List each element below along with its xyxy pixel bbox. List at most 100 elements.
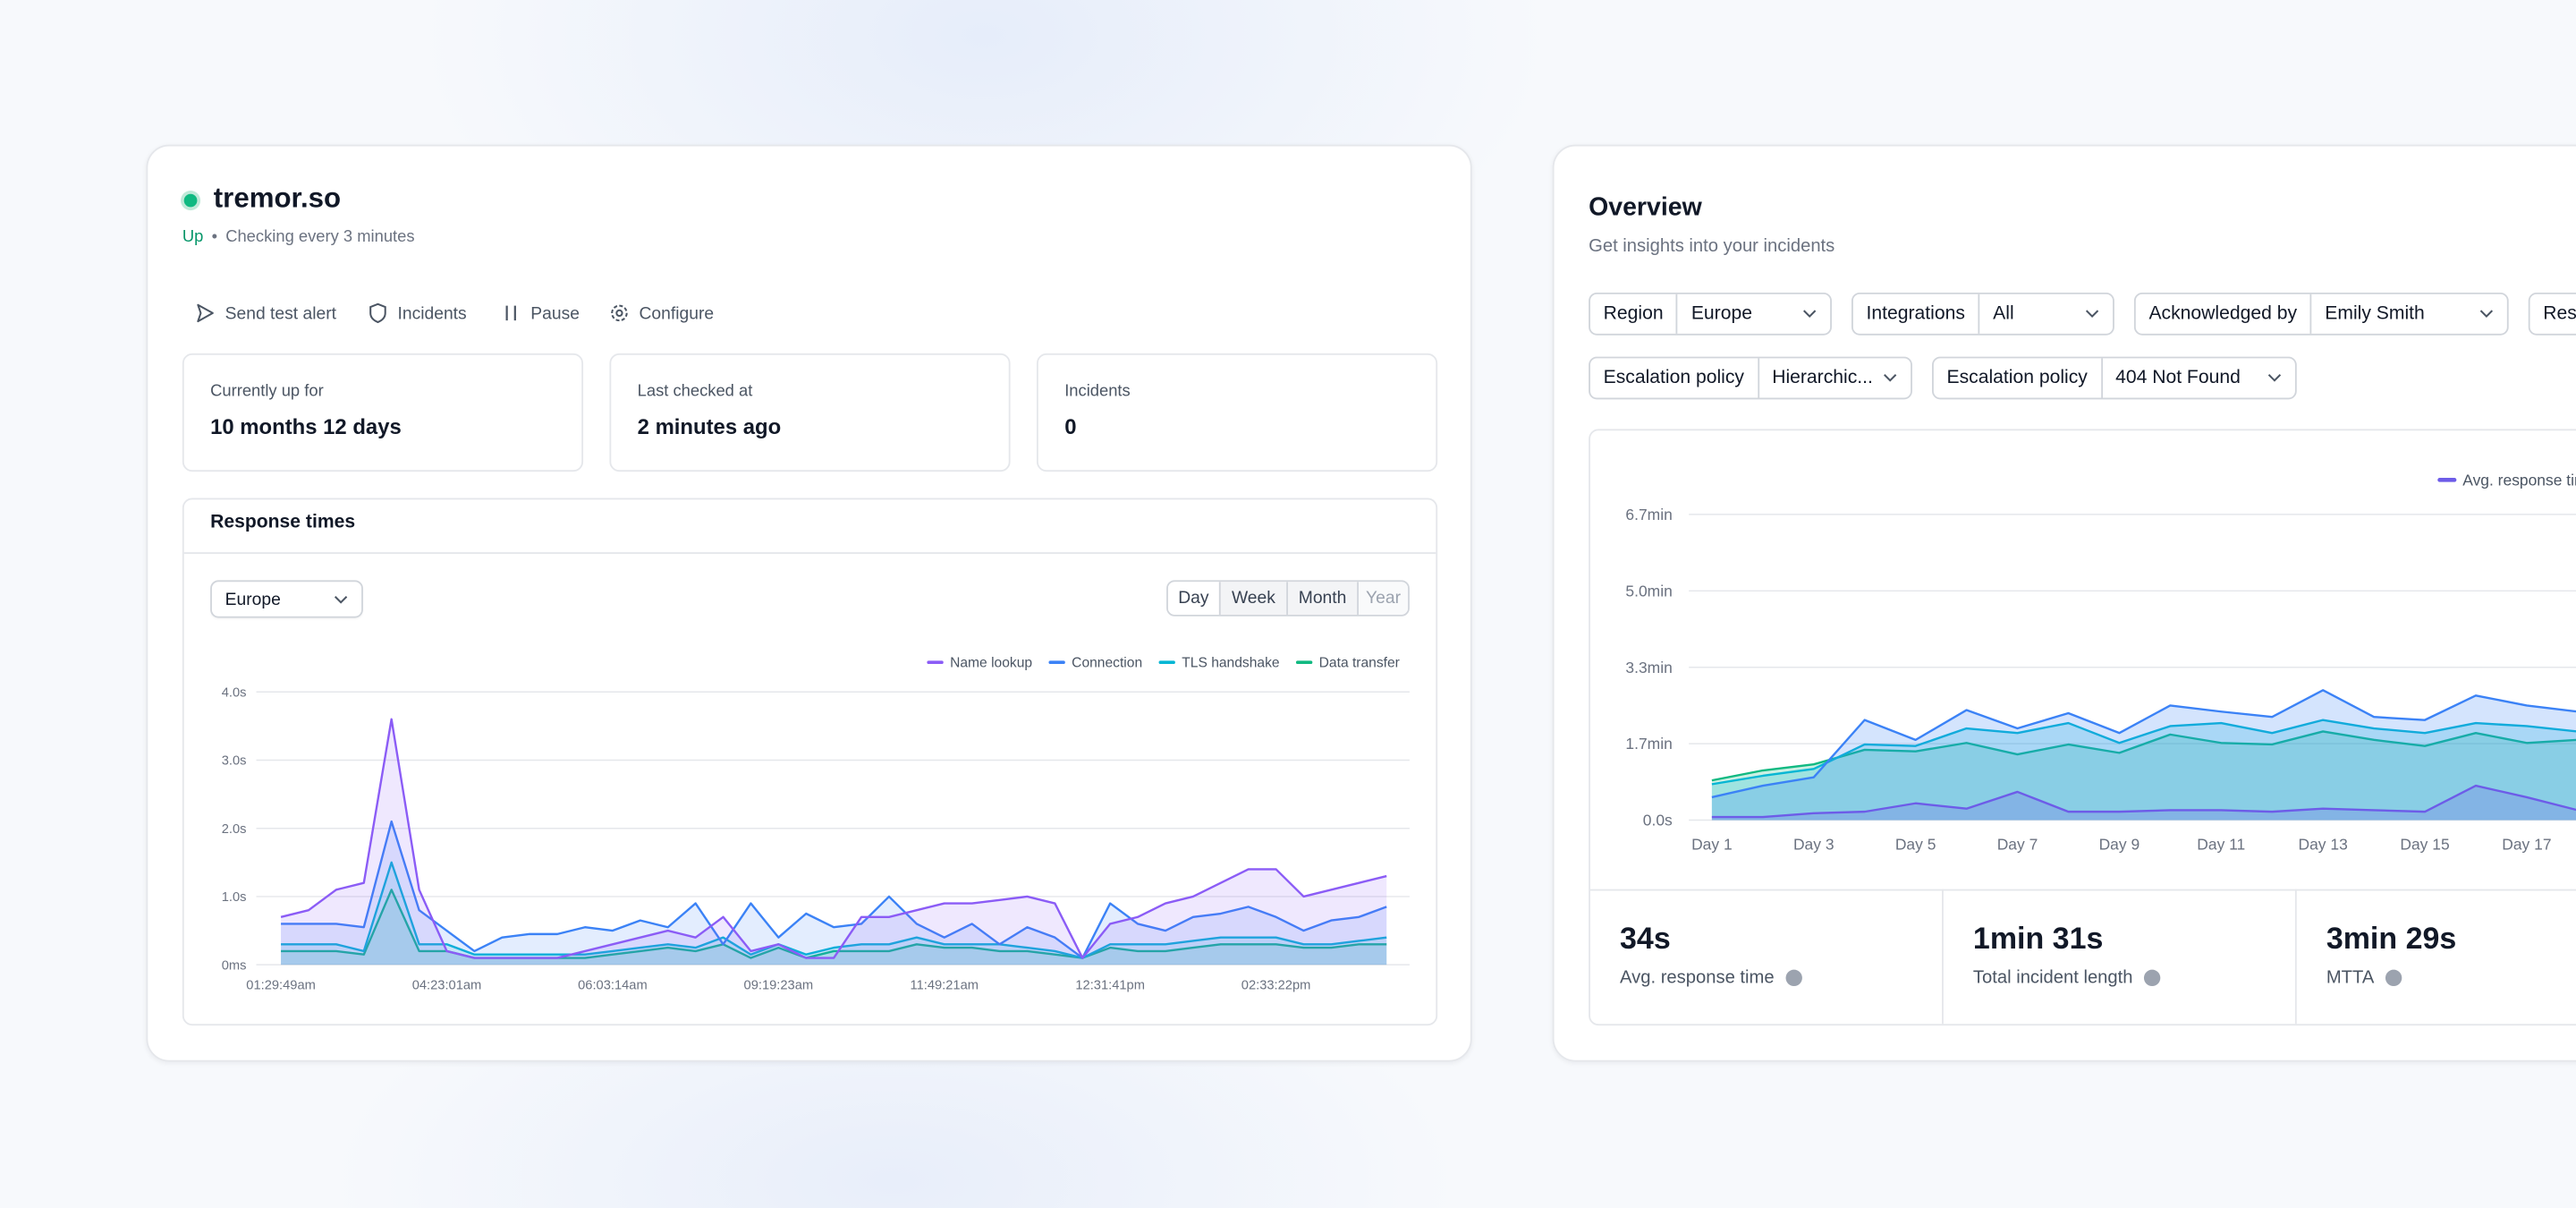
select-value: Europe	[225, 589, 281, 609]
tab[interactable]: Month	[1286, 582, 1358, 615]
info-icon[interactable]	[2144, 969, 2161, 987]
tab[interactable]: Year	[1357, 582, 1409, 615]
kpi-value: 1min 31s	[1972, 920, 2104, 956]
x-tick-label: 11:49:21am	[911, 979, 979, 993]
filter[interactable]: Integrations All	[1852, 292, 2114, 336]
x-tick-label: Day 7	[1997, 836, 2038, 854]
y-tick-label: 1.7min	[1625, 735, 1672, 753]
x-tick-label: 06:03:14am	[578, 979, 648, 993]
panel-title: Response times	[210, 513, 356, 533]
legend-label: Connection	[1072, 656, 1142, 671]
region-select[interactable]: Europe	[210, 580, 363, 618]
shield-icon	[369, 302, 386, 324]
filter-value: Europe	[1690, 303, 1752, 324]
filter-label: Escalation policy	[1590, 358, 1759, 398]
kpi-label-text: Avg. response time	[1620, 967, 1775, 988]
filter-label: Escalation policy	[1934, 358, 2103, 398]
area-fill	[281, 719, 1387, 966]
legend-label: Name lookup	[950, 656, 1032, 671]
x-tick-label: 02:33:22pm	[1241, 979, 1311, 993]
legend-label: TLS handshake	[1182, 656, 1279, 671]
action-label: Send test alert	[225, 302, 337, 323]
filter[interactable]: Escalation policy Hierarchic...	[1589, 356, 1912, 400]
y-tick-label: 3.3min	[1625, 659, 1672, 676]
filter-value: All	[1993, 303, 2014, 324]
filter-value: 404 Not Found	[2115, 368, 2241, 388]
x-tick-label: Day 3	[1793, 836, 1835, 854]
send-test-alert-button[interactable]: Send test alert	[196, 302, 336, 324]
action-label: Incidents	[397, 302, 467, 323]
area-fill	[1711, 690, 2576, 821]
status: Up	[182, 228, 204, 247]
filter[interactable]: Escalation policy 404 Not Found	[1932, 356, 2297, 400]
kpi-label: Total incident length	[1973, 968, 2161, 988]
send-icon	[197, 303, 214, 323]
area-fill	[1711, 731, 2576, 821]
stat-card	[1036, 353, 1438, 472]
area-fill	[1711, 719, 2576, 821]
chevron	[2479, 310, 2494, 319]
area-fill	[281, 821, 1387, 966]
period-tabs: Day Week Month Year	[1166, 580, 1410, 617]
stat-value: 0	[1064, 413, 1077, 439]
y-tick-label: 5.0min	[1625, 582, 1672, 600]
filter[interactable]: Resolved by	[2528, 292, 2576, 336]
action-label: Pause	[530, 302, 580, 323]
stat-value: 10 months 12 days	[210, 413, 402, 439]
line	[281, 861, 1387, 959]
line	[1711, 689, 2576, 799]
divider	[1589, 889, 2576, 891]
divider	[1942, 889, 1944, 1025]
separator: •	[211, 228, 218, 247]
check-interval: Checking every 3 minutes	[225, 228, 415, 247]
overview-panel	[1589, 429, 2576, 1026]
x-tick-label: 04:23:01am	[412, 979, 482, 993]
overview-title: Overview	[1589, 193, 1702, 222]
chevron	[334, 595, 348, 603]
x-tick-label: Day 17	[2502, 836, 2551, 854]
info-icon[interactable]	[2385, 969, 2402, 987]
x-tick-label: Day 13	[2299, 836, 2348, 854]
y-tick-label: 3.0s	[222, 754, 247, 769]
legend-label: Avg. response time	[2462, 471, 2576, 489]
configure-button[interactable]: Configure	[609, 302, 714, 324]
line	[280, 718, 1387, 959]
filter[interactable]: Acknowledged by Emily Smith	[2133, 292, 2509, 336]
area-fill	[1711, 786, 2576, 821]
info-icon[interactable]	[1785, 969, 1802, 987]
y-tick-label: 0ms	[222, 958, 247, 973]
stat-card	[609, 353, 1011, 472]
x-tick-label: Day 9	[2099, 836, 2140, 854]
y-tick-label: 1.0s	[222, 890, 247, 905]
chevron	[1884, 374, 1897, 382]
action-label: Configure	[639, 302, 715, 323]
filter-label: Region	[1590, 293, 1679, 334]
x-tick-label: Day 11	[2197, 836, 2245, 854]
stat-label: Last checked at	[637, 382, 753, 402]
filter-value: Emily Smith	[2325, 303, 2425, 324]
overview-subtitle: Get insights into your incidents	[1589, 236, 1835, 257]
divider	[183, 552, 1436, 554]
line	[1711, 719, 2576, 786]
domain: tremor.so	[213, 182, 342, 214]
tab[interactable]: Week	[1218, 582, 1287, 615]
incidents-button[interactable]: Incidents	[368, 302, 467, 324]
chevron	[2085, 310, 2099, 319]
x-tick-label: Day 1	[1691, 836, 1733, 854]
filter-label: Acknowledged by	[2136, 293, 2312, 334]
pause-button[interactable]: Pause	[501, 302, 580, 324]
kpi-value: 34s	[1620, 920, 1671, 956]
filter[interactable]: Region Europe	[1589, 292, 1832, 336]
kpi-label-text: MTTA	[2326, 967, 2375, 988]
status-dot	[183, 193, 198, 208]
tab[interactable]: Day	[1167, 582, 1219, 615]
y-tick-label: 2.0s	[222, 822, 247, 837]
x-tick-label: Day 15	[2400, 836, 2449, 854]
line	[1711, 784, 2576, 819]
status-line: Up • Checking every 3 minutes	[182, 228, 415, 246]
divider	[2294, 889, 2297, 1025]
y-tick-label: 6.7min	[1625, 506, 1672, 523]
